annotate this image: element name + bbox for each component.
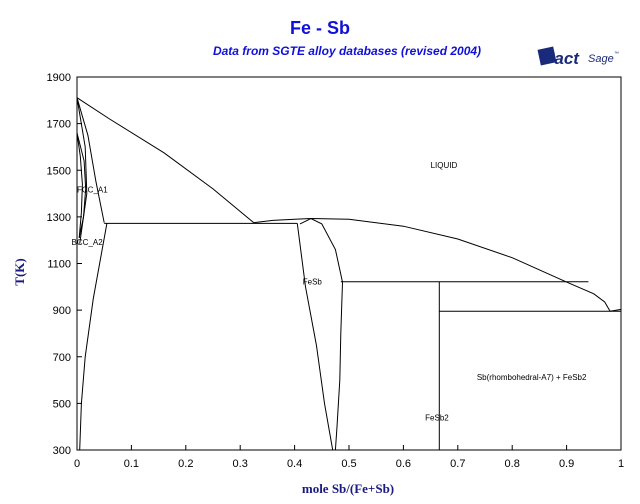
- x-tick-label: 0.4: [287, 458, 302, 470]
- phase-boundary-14: [76, 132, 83, 238]
- x-tick-label: 0.6: [396, 458, 411, 470]
- region-label: FeSb2: [425, 413, 449, 422]
- y-tick-label: 900: [53, 305, 71, 317]
- x-tick-label: 0.1: [124, 458, 139, 470]
- y-tick-label: 500: [53, 398, 71, 410]
- chart-subtitle: Data from SGTE alloy databases (revised …: [212, 44, 482, 58]
- y-tick-label: 1900: [47, 72, 71, 84]
- phase-boundaries: [76, 97, 622, 451]
- svg-text:Sage: Sage: [588, 53, 614, 65]
- y-tick-label: 1100: [47, 259, 71, 271]
- x-tick-label: 0: [74, 458, 80, 470]
- region-label: FCC_A1: [77, 185, 108, 194]
- region-label: BCC_A2: [72, 238, 104, 247]
- x-tick-label: 0.9: [559, 458, 574, 470]
- x-tick-label: 0.3: [233, 458, 248, 470]
- region-label: FeSb: [303, 277, 323, 286]
- x-tick-label: 0.2: [178, 458, 193, 470]
- y-axis-label-text: T(K): [12, 258, 27, 286]
- x-tick-label: 1: [618, 458, 624, 470]
- y-axis-label: T(K): [2, 250, 38, 290]
- y-tick-label: 1300: [47, 212, 71, 224]
- phase-boundary-2: [253, 217, 611, 312]
- phase-boundary-1: [76, 97, 255, 224]
- x-tick-label: 0.5: [341, 458, 356, 470]
- y-tick-label: 700: [53, 352, 71, 364]
- phase-boundary-7: [299, 217, 343, 283]
- x-tick-label: 0.8: [505, 458, 520, 470]
- phase-boundary-15: [76, 132, 87, 239]
- chart-title: Fe - Sb: [289, 18, 350, 38]
- axes: 0 0.1 0.2 0.3 0.4 0.5 0.6 0.7 0.8 0.9 130050070090…: [47, 72, 625, 470]
- phase-boundary-13: [610, 308, 622, 312]
- x-tick-label: 0.7: [450, 458, 465, 470]
- phase-boundary-9: [334, 282, 343, 451]
- factsage-logo: Fact Sage ™: [537, 46, 619, 68]
- svg-text:™: ™: [614, 51, 619, 57]
- y-tick-label: 1500: [47, 165, 71, 177]
- svg-text:Fact: Fact: [544, 49, 580, 68]
- region-labels: LIQUID FCC_A1 BCC_A2 FeSb FeSb2 Sb(rhombohedr…: [72, 161, 587, 422]
- phase-boundary-5: [79, 223, 108, 451]
- phase-boundary-3: [76, 97, 105, 223]
- y-tick-label: 1700: [47, 119, 71, 131]
- region-label: Sb(rhombohedral-A7) + FeSb2: [477, 373, 587, 382]
- y-tick-label: 300: [53, 445, 71, 457]
- region-label: LIQUID: [431, 161, 458, 170]
- plot-frame: [76, 76, 622, 451]
- x-axis-label: mole Sb/(Fe+Sb): [301, 481, 395, 496]
- phase-boundary-8: [296, 223, 334, 451]
